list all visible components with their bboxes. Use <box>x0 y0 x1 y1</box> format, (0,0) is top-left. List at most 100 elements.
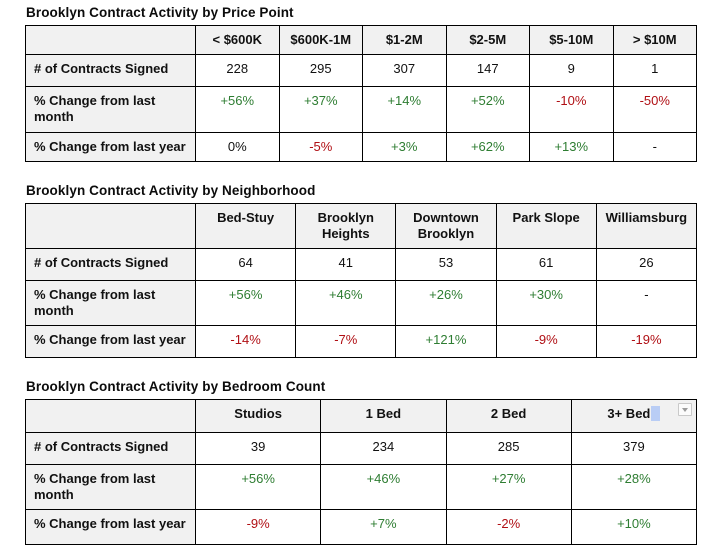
column-header[interactable]: $2-5M <box>445 25 530 55</box>
table-row: # of Contracts Signed 39 234 285 379 <box>25 432 698 465</box>
value-cell[interactable]: +52% <box>445 86 530 133</box>
column-header-label: Williamsburg <box>605 210 688 225</box>
value-cell[interactable]: +56% <box>194 464 322 510</box>
corner-cell[interactable] <box>25 203 196 249</box>
value-cell[interactable]: -19% <box>595 325 698 358</box>
value-cell[interactable]: - <box>595 280 698 326</box>
value-cell[interactable]: -7% <box>295 325 397 358</box>
value-cell[interactable]: +30% <box>495 280 597 326</box>
value-cell[interactable]: -2% <box>445 509 572 545</box>
value-cell[interactable]: +14% <box>362 86 447 133</box>
row-label-cell[interactable]: % Change from last year <box>25 325 196 358</box>
column-header[interactable]: Studios <box>194 399 322 433</box>
column-header[interactable]: Park Slope <box>495 203 597 249</box>
value-cell[interactable]: 39 <box>194 432 322 465</box>
value-cell[interactable]: 9 <box>529 54 614 87</box>
value-cell[interactable]: 228 <box>195 54 280 87</box>
value-cell[interactable]: -10% <box>529 86 614 133</box>
cell-dropdown-button[interactable] <box>678 403 692 416</box>
column-header-label: Bed-Stuy <box>217 210 275 225</box>
column-header-label: $600K-1M <box>290 32 352 47</box>
column-header[interactable]: Downtown Brooklyn <box>395 203 497 249</box>
value-cell[interactable]: 295 <box>278 54 363 87</box>
value-cell[interactable]: +121% <box>395 325 497 358</box>
column-header[interactable]: 2 Bed <box>445 399 572 433</box>
column-header[interactable]: $600K-1M <box>278 25 363 55</box>
neighborhood-section: Brooklyn Contract Activity by Neighborho… <box>25 183 698 358</box>
column-header-label: $5-10M <box>549 32 594 47</box>
value-cell[interactable]: +10% <box>570 509 698 545</box>
value-cell[interactable]: 26 <box>595 248 698 281</box>
bedroom-count-section: Brooklyn Contract Activity by Bedroom Co… <box>25 379 698 545</box>
value-cell[interactable]: +37% <box>278 86 363 133</box>
column-header[interactable]: Bed-Stuy <box>194 203 297 249</box>
value-cell[interactable]: +46% <box>320 464 447 510</box>
value-cell[interactable]: 53 <box>395 248 497 281</box>
value-cell[interactable]: 0% <box>195 132 280 162</box>
value-cell[interactable]: -14% <box>194 325 297 358</box>
value-cell[interactable]: +46% <box>295 280 397 326</box>
row-label-cell[interactable]: # of Contracts Signed <box>25 432 196 465</box>
value-cell[interactable]: +56% <box>195 86 280 133</box>
value-cell[interactable]: - <box>612 132 697 162</box>
column-header-label: > $10M <box>632 32 677 47</box>
value-cell[interactable]: +62% <box>445 132 530 162</box>
value-cell[interactable]: 1 <box>612 54 697 87</box>
value-cell[interactable]: 64 <box>194 248 297 281</box>
column-header-label: 1 Bed <box>365 406 402 421</box>
column-header-label: Park Slope <box>512 210 580 225</box>
value-cell[interactable]: +26% <box>395 280 497 326</box>
table-row: % Change from last year 0% -5% +3% +62% +13% - <box>25 132 697 162</box>
value-cell[interactable]: +27% <box>445 464 572 510</box>
column-header-label: Studios <box>234 406 282 421</box>
value-cell[interactable]: -5% <box>278 132 363 162</box>
column-header[interactable]: Brooklyn Heights <box>295 203 397 249</box>
column-header[interactable]: $5-10M <box>529 25 614 55</box>
section-title-price-point: Brooklyn Contract Activity by Price Poin… <box>26 5 294 20</box>
row-label-cell[interactable]: % Change from last year <box>25 132 196 162</box>
row-label-cell[interactable]: # of Contracts Signed <box>25 248 196 281</box>
column-header[interactable]: Williamsburg <box>595 203 698 249</box>
value-cell[interactable]: +7% <box>320 509 447 545</box>
value-cell[interactable]: 41 <box>295 248 397 281</box>
column-header[interactable]: < $600K <box>195 25 280 55</box>
column-header[interactable]: 3+ Bed <box>570 399 698 433</box>
neighborhood-table: Bed-Stuy Brooklyn Heights Downtown Brookly… <box>25 203 698 358</box>
table-row: % Change from last year -9% +7% -2% +10% <box>25 509 698 545</box>
value-cell[interactable]: +28% <box>570 464 698 510</box>
section-title-bedroom-count: Brooklyn Contract Activity by Bedroom Co… <box>26 379 326 394</box>
row-label-cell[interactable]: % Change from last month <box>25 464 196 510</box>
column-header[interactable]: > $10M <box>612 25 697 55</box>
section-title-neighborhood: Brooklyn Contract Activity by Neighborho… <box>26 183 316 198</box>
value-cell[interactable]: 379 <box>570 432 698 465</box>
column-header[interactable]: $1-2M <box>362 25 447 55</box>
price-point-section: Brooklyn Contract Activity by Price Poin… <box>25 5 697 162</box>
corner-cell[interactable] <box>25 25 196 55</box>
row-label-cell[interactable]: # of Contracts Signed <box>25 54 196 87</box>
row-label-cell[interactable]: % Change from last month <box>25 280 196 326</box>
value-cell[interactable]: 285 <box>445 432 572 465</box>
price-point-table: < $600K $600K-1M $1-2M $2-5M $5-10M > $10M # o… <box>25 25 697 162</box>
text-selection-highlight <box>651 406 661 421</box>
column-header-label: 2 Bed <box>490 406 527 421</box>
row-label-cell[interactable]: % Change from last month <box>25 86 196 133</box>
value-cell[interactable]: 234 <box>320 432 447 465</box>
row-label-cell[interactable]: % Change from last year <box>25 509 196 545</box>
value-cell[interactable]: +3% <box>362 132 447 162</box>
value-cell[interactable]: 61 <box>495 248 597 281</box>
table-row: # of Contracts Signed 228 295 307 147 9 1 <box>25 54 697 87</box>
value-cell[interactable]: 307 <box>362 54 447 87</box>
value-cell[interactable]: -9% <box>194 509 322 545</box>
value-cell[interactable]: -50% <box>612 86 697 133</box>
table-row: % Change from last month +56% +37% +14% +52%… <box>25 86 697 133</box>
value-cell[interactable]: 147 <box>445 54 530 87</box>
value-cell[interactable]: -9% <box>495 325 597 358</box>
value-cell[interactable]: +13% <box>529 132 614 162</box>
column-header[interactable]: 1 Bed <box>320 399 447 433</box>
column-header-label: $2-5M <box>469 32 507 47</box>
column-header-label: Brooklyn Heights <box>317 210 374 241</box>
corner-cell[interactable] <box>25 399 196 433</box>
table-row: % Change from last month +56% +46% +26% +30%… <box>25 280 698 326</box>
value-cell[interactable]: +56% <box>194 280 297 326</box>
